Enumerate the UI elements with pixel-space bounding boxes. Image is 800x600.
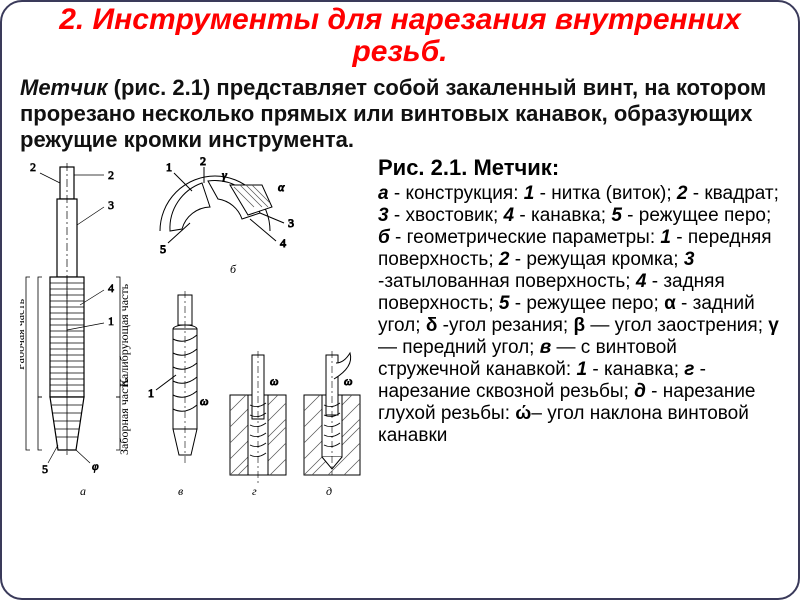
figure-title: Рис. 2.1. Метчик: bbox=[378, 155, 780, 181]
diag-a-3: 3 bbox=[108, 198, 114, 212]
diag-label-a: а bbox=[80, 484, 86, 498]
diag-b-alpha: α bbox=[278, 180, 285, 194]
vl-intake: Заборная часть bbox=[117, 377, 131, 455]
diag-label-b: б bbox=[230, 262, 237, 276]
intro-term: Метчик bbox=[20, 75, 108, 100]
diag-b-5: 5 bbox=[160, 242, 166, 256]
diag-g-omega: ω bbox=[270, 374, 278, 388]
diag-a-2: 2 bbox=[108, 168, 114, 182]
slide-frame: 2. Инструменты для нарезания внутренних … bbox=[0, 0, 800, 600]
diag-a-1b: 1 bbox=[108, 314, 114, 328]
vl-working: Рабочая часть bbox=[20, 298, 27, 370]
diag-v-1: 1 bbox=[148, 386, 154, 400]
intro-paragraph: Метчик (рис. 2.1) представляет собой зак… bbox=[20, 75, 780, 153]
diag-v-omega: ω bbox=[200, 394, 208, 408]
diag-d-omega: ω bbox=[344, 374, 352, 388]
diag-b-2: 2 bbox=[200, 155, 206, 168]
diag-a-4: 4 bbox=[108, 281, 114, 295]
diag-b-1: 1 bbox=[166, 160, 172, 174]
diag-a-2b: 2 bbox=[30, 160, 36, 174]
intro-text: (рис. 2.1) представляет собой закаленный… bbox=[20, 75, 766, 152]
diag-b-gamma: γ bbox=[222, 168, 227, 182]
diag-b-3: 3 bbox=[288, 216, 294, 230]
diag-b-4: 4 bbox=[280, 236, 286, 250]
vl-calibr: Калибрующая часть bbox=[117, 283, 131, 387]
figure-caption: а - конструкция: 1 - нитка (виток); 2 - … bbox=[378, 183, 780, 447]
content-row: 2 2 3 4 1 5 φ а Рабочая часть Калибрующа… bbox=[20, 155, 780, 525]
tap-diagram: 2 2 3 4 1 5 φ а Рабочая часть Калибрующа… bbox=[20, 155, 370, 525]
caption-column: Рис. 2.1. Метчик: а - конструкция: 1 - н… bbox=[378, 155, 780, 525]
diag-label-g: г bbox=[252, 484, 257, 498]
diag-a-phi: φ bbox=[92, 459, 99, 473]
diag-label-d: д bbox=[326, 484, 332, 498]
diag-label-v: в bbox=[178, 484, 183, 498]
section-title: 2. Инструменты для нарезания внутренних … bbox=[20, 2, 780, 69]
diag-a-5: 5 bbox=[42, 462, 48, 476]
